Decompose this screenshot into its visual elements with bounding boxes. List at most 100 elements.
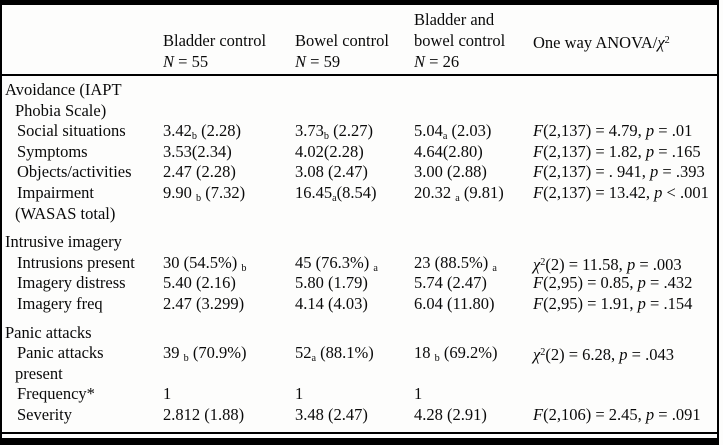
table-cell: 2.812 (1.88) bbox=[163, 404, 245, 424]
row-label-line: (WASAS total) bbox=[15, 203, 116, 223]
table-row: Severity 2.812 (1.88) 3.48 (2.47) 4.28 (2.9… bbox=[4, 405, 717, 426]
table-cell: 6.04 (11.80) bbox=[414, 293, 495, 313]
table-bottom-thick-rule bbox=[2, 438, 717, 445]
row-label: Imagery distress bbox=[4, 273, 163, 294]
subscript-marker: a bbox=[455, 193, 460, 205]
row-label-line: present bbox=[15, 363, 63, 383]
table-cell: F(2,106) = 2.45, p = .091 bbox=[533, 404, 701, 424]
row-label: Social situations bbox=[4, 121, 163, 142]
superscript-marker: 2 bbox=[540, 347, 546, 359]
table-cell: χ2(2) = 6.28, p = .043 bbox=[533, 345, 674, 365]
subscript-marker: a bbox=[492, 262, 497, 274]
column-header-line bbox=[533, 51, 717, 72]
italic-text: p bbox=[619, 345, 628, 365]
table-cell: 3.42b (2.28) bbox=[163, 121, 241, 143]
column-header-line bbox=[533, 9, 717, 30]
row-label: Imagery freq bbox=[4, 294, 163, 315]
row-label-line: Frequency* bbox=[17, 384, 95, 404]
subscript-marker: a bbox=[442, 131, 448, 143]
italic-text: p bbox=[626, 254, 636, 274]
section-header-row: Intrusive imagery bbox=[4, 232, 717, 253]
table-cell: 9.90 b (7.32) bbox=[163, 182, 246, 205]
row-label: Symptoms bbox=[4, 142, 163, 163]
column-header-line: N = 55 bbox=[163, 52, 209, 71]
subscript-marker: a bbox=[332, 193, 337, 205]
table-row: Intrusions present 30 (54.5%) b 45 (76.3%)… bbox=[4, 253, 717, 274]
italic-text: F bbox=[533, 404, 544, 424]
superscript-marker: 2 bbox=[540, 256, 546, 268]
column-header-line: N = 26 bbox=[414, 52, 460, 71]
table-cell bbox=[533, 384, 717, 405]
section-header-row: Avoidance (IAPT Phobia Scale) bbox=[4, 80, 717, 121]
table-cell: F(2,137) = 13.42, p < .001 bbox=[533, 182, 709, 202]
table-cell: 5.74 (2.47) bbox=[414, 273, 487, 293]
table-cell: 3.00 (2.88) bbox=[414, 162, 487, 182]
row-label: Frequency* bbox=[4, 384, 163, 405]
table-cell: 3.53(2.34) bbox=[163, 141, 232, 161]
table-row: Social situations 3.42b (2.28) 3.73b (2.27… bbox=[4, 121, 717, 142]
table-cell: 3.48 (2.47) bbox=[295, 404, 368, 424]
table-cell: 1 bbox=[295, 384, 304, 404]
table-cell: F(2,137) = . 941, p = .393 bbox=[533, 162, 705, 182]
row-label: Impairment (WASAS total) bbox=[4, 183, 163, 224]
table-cell: 45 (76.3%) a bbox=[295, 252, 378, 274]
row-label-line: Social situations bbox=[17, 121, 126, 141]
table-cell: 52a (88.1%) bbox=[295, 343, 374, 365]
italic-text: F bbox=[533, 182, 544, 202]
column-header-line bbox=[4, 9, 163, 30]
italic-text: F bbox=[533, 293, 544, 313]
italic-text: F bbox=[533, 162, 544, 182]
row-label: Intrusive imagery bbox=[4, 232, 163, 253]
table-top-rule bbox=[2, 0, 717, 5]
row-label: Panic attacks present bbox=[4, 343, 163, 384]
table-cell: 5.40 (2.16) bbox=[163, 273, 236, 293]
table-row: Symptoms 3.53(2.34) 4.02(2.28) 4.64(2.80) F(… bbox=[4, 142, 717, 163]
italic-text: p bbox=[645, 141, 655, 161]
table-row: Imagery freq 2.47 (3.299) 4.14 (4.03) 6.04 … bbox=[4, 294, 717, 315]
table-row: Objects/activities 2.47 (2.28) 3.08 (2.47)… bbox=[4, 162, 717, 183]
column-header-line bbox=[4, 51, 163, 72]
row-label: Intrusions present bbox=[4, 253, 163, 274]
italic-text: p bbox=[650, 162, 659, 182]
row-label-line: Objects/activities bbox=[17, 162, 132, 182]
column-header-bowel-control: Bowel control N = 59 bbox=[295, 9, 414, 72]
row-label-line: Intrusive imagery bbox=[5, 232, 122, 252]
row-label: Severity bbox=[4, 405, 163, 426]
table-cell: 4.14 (4.03) bbox=[295, 293, 368, 313]
row-label-line: Impairment bbox=[17, 182, 94, 202]
column-header-one-way-anova-chi-square: One way ANOVA/χ2 bbox=[533, 9, 717, 72]
column-header-line bbox=[163, 9, 295, 30]
italic-text: F bbox=[533, 273, 544, 293]
table-cell: 3.08 (2.47) bbox=[295, 162, 368, 182]
table-cell: 3.73b (2.27) bbox=[295, 121, 373, 143]
table-cell: 4.64(2.80) bbox=[414, 141, 483, 161]
column-header-bladder-control: Bladder control N = 55 bbox=[163, 9, 295, 72]
column-header-line: N = 59 bbox=[295, 52, 341, 71]
row-label: Avoidance (IAPT Phobia Scale) bbox=[4, 80, 163, 121]
table-cell: 4.28 (2.91) bbox=[414, 404, 487, 424]
italic-text: p bbox=[637, 273, 646, 293]
table-cell: F(2,95) = 1.91, p = .154 bbox=[533, 293, 693, 313]
row-label: Objects/activities bbox=[4, 162, 163, 183]
column-header-line bbox=[4, 30, 163, 51]
italic-text: N bbox=[414, 52, 426, 71]
column-header-line bbox=[295, 9, 414, 30]
row-label-line: Symptoms bbox=[17, 141, 88, 161]
subscript-marker: b bbox=[434, 353, 440, 365]
table-cell: 20.32 a (9.81) bbox=[414, 182, 504, 205]
italic-text: F bbox=[533, 141, 544, 161]
subscript-marker: b bbox=[323, 131, 329, 143]
table-cell: 1 bbox=[163, 384, 172, 404]
table-header-row: Bladder control N = 55 Bowel control N = 59… bbox=[2, 5, 717, 74]
italic-text: χ bbox=[657, 33, 665, 53]
italic-text: F bbox=[533, 121, 544, 141]
subscript-marker: b bbox=[183, 353, 189, 365]
italic-text: p bbox=[645, 404, 655, 424]
italic-text: N bbox=[163, 52, 175, 71]
table-cell: 16.45a(8.54) bbox=[295, 182, 377, 205]
italic-text: p bbox=[637, 293, 646, 313]
italic-text: p bbox=[654, 182, 663, 202]
italic-text: N bbox=[295, 52, 307, 71]
column-header-line: Bladder and bbox=[414, 10, 495, 29]
